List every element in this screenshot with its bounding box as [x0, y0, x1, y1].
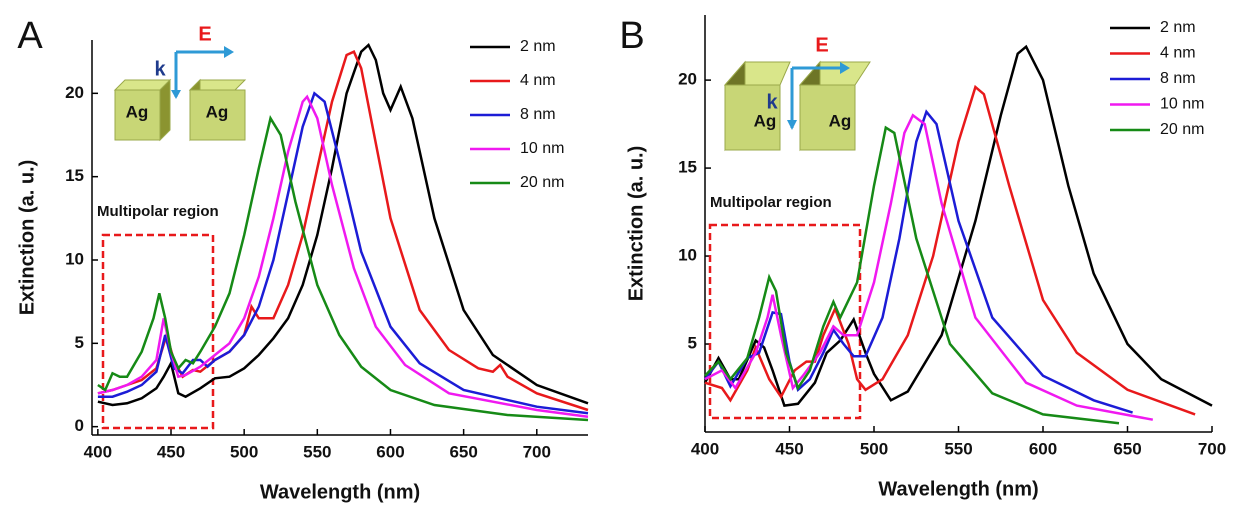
- y-tick-label: 20: [65, 83, 84, 102]
- legend-label: 2 nm: [520, 38, 556, 55]
- particle-label: Ag: [829, 111, 852, 130]
- legend-label: 20 nm: [520, 174, 564, 191]
- legend-label: 10 nm: [520, 140, 564, 157]
- x-tick-label: 700: [1198, 439, 1226, 458]
- e-label: E: [198, 23, 211, 45]
- y-axis-label: Extinction (a. u.): [625, 146, 647, 302]
- inset-b: Ag Ag k E: [723, 34, 871, 152]
- k-label: k: [154, 58, 166, 80]
- y-tick-label: 15: [678, 158, 697, 177]
- x-tick-label: 650: [1113, 439, 1141, 458]
- x-tick-label: 600: [376, 442, 404, 461]
- x-tick-label: 450: [157, 442, 185, 461]
- region-box: [708, 223, 862, 420]
- y-tick-label: 15: [65, 166, 84, 185]
- e-label: E: [815, 34, 828, 56]
- panel-label: A: [17, 15, 43, 57]
- legend-label: 8 nm: [1160, 70, 1196, 87]
- x-tick-label: 400: [691, 439, 719, 458]
- annotation: Multipolar region: [710, 194, 832, 211]
- x-tick-label: 550: [303, 442, 331, 461]
- y-tick-label: 5: [688, 334, 697, 353]
- x-axis-label: Wavelength (nm): [260, 481, 420, 503]
- y-tick-label: 5: [75, 333, 84, 352]
- line-series: [97, 91, 589, 415]
- legend-label: 2 nm: [1160, 19, 1196, 36]
- particle-label: Ag: [754, 111, 777, 130]
- x-tick-label: 600: [1029, 439, 1057, 458]
- line-series: [704, 113, 1154, 421]
- legend-label: 4 nm: [520, 72, 556, 89]
- k-label: k: [766, 91, 778, 113]
- legend-label: 10 nm: [1160, 96, 1204, 113]
- particle-label: Ag: [126, 102, 149, 121]
- line-series: [704, 125, 1120, 425]
- line-series: [704, 109, 1133, 414]
- x-tick-label: 400: [84, 442, 112, 461]
- x-tick-label: 450: [775, 439, 803, 458]
- legend-label: 8 nm: [520, 106, 556, 123]
- x-tick-label: 500: [860, 439, 888, 458]
- panel-label: B: [619, 15, 644, 57]
- x-tick-label: 700: [523, 442, 551, 461]
- line-series: [97, 42, 589, 407]
- line-series: [97, 94, 589, 418]
- y-tick-label: 0: [75, 416, 84, 435]
- particle-label: Ag: [206, 102, 229, 121]
- annotation: Multipolar region: [97, 203, 219, 220]
- legend-label: 20 nm: [1160, 121, 1204, 138]
- y-tick-label: 10: [678, 246, 697, 265]
- region-box: [101, 233, 215, 430]
- legend-label: 4 nm: [1160, 45, 1196, 62]
- y-axis-label: Extinction (a. u.): [16, 160, 38, 316]
- y-tick-label: 20: [678, 70, 697, 89]
- line-series: [97, 115, 589, 422]
- inset-a: Ag Ag k E: [113, 23, 247, 142]
- x-tick-label: 550: [944, 439, 972, 458]
- x-tick-label: 500: [230, 442, 258, 461]
- y-tick-label: 10: [65, 249, 84, 268]
- x-tick-label: 650: [449, 442, 477, 461]
- x-axis-label: Wavelength (nm): [878, 478, 1038, 500]
